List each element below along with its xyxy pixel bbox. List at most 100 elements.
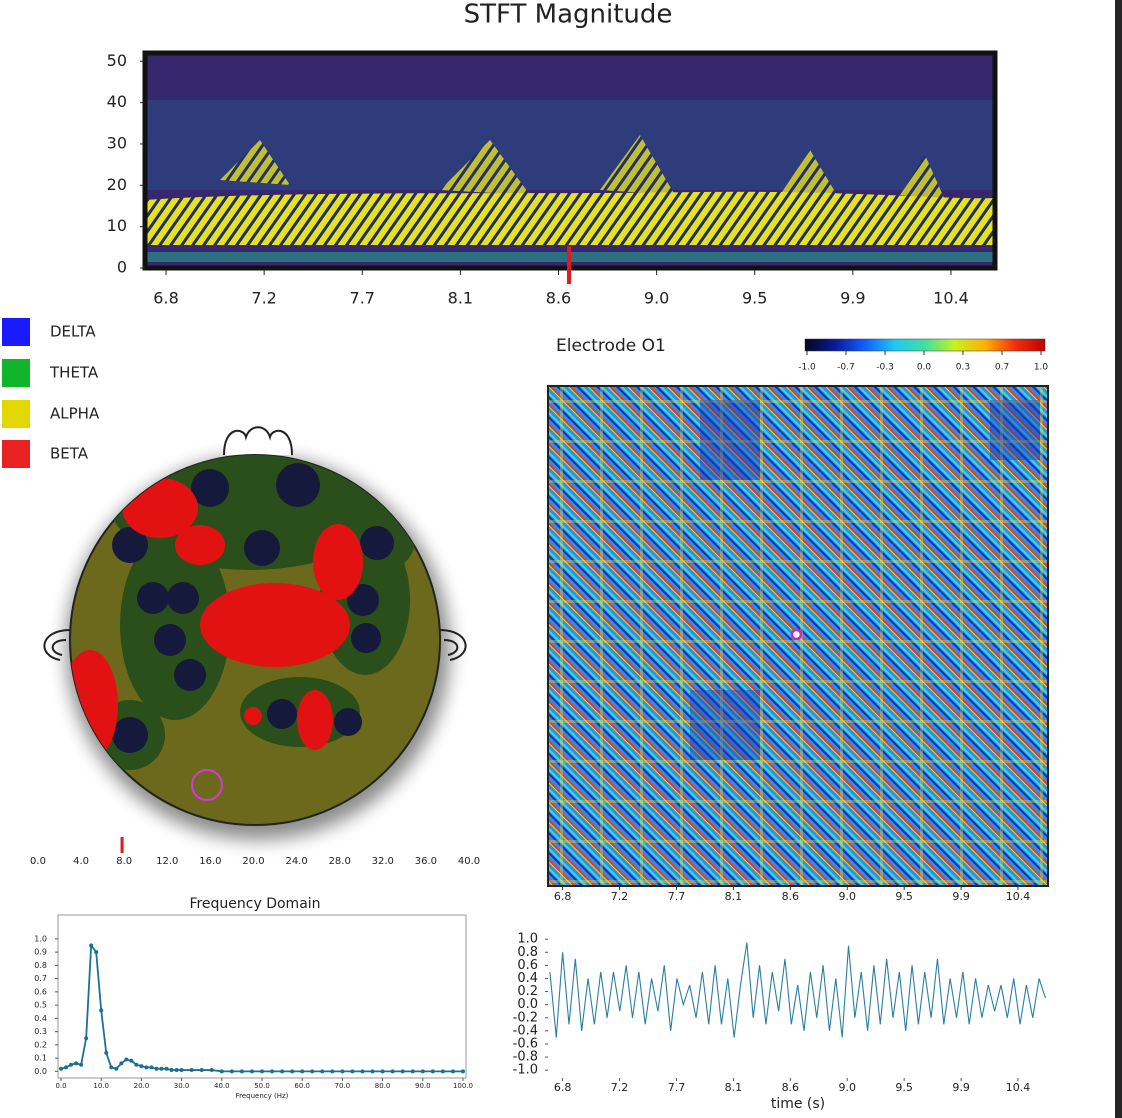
y-tick-label: 40	[107, 92, 127, 111]
y-tick-label: 1.0	[34, 934, 47, 943]
x-tick-label: 8.6	[546, 289, 571, 308]
y-tick-label: -0.8	[513, 1050, 538, 1065]
colorbar-tick-label: -0.7	[837, 363, 855, 373]
y-tick-label: 1.0	[517, 932, 538, 947]
y-tick-label: 0	[117, 258, 127, 277]
data-point	[144, 1065, 149, 1070]
x-tick-label: 9.9	[952, 1081, 970, 1094]
x-tick-label: 7.7	[350, 289, 375, 308]
slider-tick-label: 20.0	[242, 856, 264, 867]
x-tick-label: 9.5	[895, 890, 913, 903]
data-point	[129, 1058, 134, 1063]
x-tick-label: 40.0	[214, 1082, 230, 1090]
data-point	[460, 1069, 465, 1074]
x-tick-label: 6.8	[153, 289, 178, 308]
slider-tick-label: 0.0	[30, 856, 46, 867]
freq-axes-frame	[57, 914, 467, 1079]
data-point	[59, 1066, 64, 1071]
x-tick-label: 7.2	[251, 289, 276, 308]
data-point	[219, 1069, 224, 1074]
y-tick-label: 0.7	[34, 974, 47, 983]
x-tick-label: 8.1	[725, 890, 743, 903]
x-tick-label: 20.0	[134, 1082, 150, 1090]
data-point	[174, 1068, 179, 1073]
data-point	[340, 1069, 345, 1074]
chart-title: Electrode O1	[556, 336, 666, 356]
y-tick-label: 0.4	[34, 1014, 47, 1023]
x-tick-label: 7.2	[611, 1081, 629, 1094]
time-marker	[567, 246, 572, 284]
data-point	[139, 1064, 144, 1069]
data-point	[229, 1069, 234, 1074]
x-tick-label: 10.0	[93, 1082, 109, 1090]
data-point	[119, 1061, 124, 1066]
x-tick-label: 9.0	[838, 890, 856, 903]
data-point	[169, 1068, 174, 1073]
colorbar-tick-label: 1.0	[1034, 363, 1049, 373]
data-point	[249, 1069, 254, 1074]
x-axis-label: time (s)	[771, 1096, 825, 1112]
correlation-image	[547, 385, 1049, 887]
y-tick-label: 0.3	[34, 1027, 47, 1036]
data-point	[310, 1069, 315, 1074]
data-point	[109, 1065, 114, 1070]
x-tick-label: 9.0	[644, 289, 669, 308]
spectrogram-image	[142, 50, 998, 271]
slider-tick-label: 12.0	[156, 856, 178, 867]
x-tick-label: 0.0	[55, 1082, 66, 1090]
y-tick-label: 0.8	[517, 945, 538, 960]
x-tick-label: 50.0	[254, 1082, 270, 1090]
data-point	[410, 1069, 415, 1074]
x-tick-label: 8.1	[448, 289, 473, 308]
data-point	[89, 943, 94, 948]
data-point	[79, 1062, 84, 1067]
data-point	[69, 1062, 74, 1067]
x-tick-label: 8.1	[725, 1081, 743, 1094]
x-tick-label: 70.0	[335, 1082, 351, 1090]
data-point	[370, 1069, 375, 1074]
data-point	[199, 1068, 204, 1073]
data-point	[390, 1069, 395, 1074]
y-tick-label: -0.6	[513, 1036, 538, 1051]
y-tick-label: 0.1	[34, 1054, 47, 1063]
x-axis-label: Frequency (Hz)	[236, 1092, 289, 1100]
data-point	[300, 1069, 305, 1074]
data-point	[239, 1069, 244, 1074]
data-point	[420, 1069, 425, 1074]
data-point	[94, 950, 99, 955]
y-tick-label: 0.8	[34, 961, 47, 970]
data-point	[280, 1069, 285, 1074]
x-tick-label: 10.4	[1006, 1081, 1031, 1094]
data-point	[179, 1068, 184, 1073]
data-point	[154, 1066, 159, 1071]
data-point	[124, 1057, 129, 1062]
data-point	[320, 1069, 325, 1074]
legend-label: THETA	[49, 364, 99, 382]
y-tick-label: -1.0	[513, 1063, 538, 1078]
y-tick-label: 30	[107, 133, 127, 152]
series-line	[60, 942, 463, 1073]
slider-tick-label: 8.0	[116, 856, 132, 867]
data-point	[64, 1065, 69, 1070]
data-point	[440, 1069, 445, 1074]
chart-title: Frequency Domain	[189, 896, 320, 912]
legend-swatch	[2, 440, 30, 468]
data-point	[400, 1069, 405, 1074]
legend-swatch	[2, 318, 30, 346]
x-tick-label: 9.5	[895, 1081, 913, 1094]
slider-marker	[120, 837, 124, 853]
data-point	[104, 1050, 109, 1055]
y-tick-label: -0.2	[513, 1010, 538, 1025]
chart-title: STFT Magnitude	[464, 0, 673, 30]
y-tick-label: 20	[107, 175, 127, 194]
y-tick-label: 10	[107, 216, 127, 235]
colorbar	[804, 338, 1046, 352]
data-point	[380, 1069, 385, 1074]
slider-tick-label: 24.0	[285, 856, 307, 867]
y-tick-label: 50	[107, 51, 127, 70]
y-tick-label: -0.4	[513, 1023, 538, 1038]
slider-tick-label: 32.0	[372, 856, 394, 867]
legend-label: BETA	[50, 445, 89, 463]
x-tick-label: 7.2	[611, 890, 629, 903]
topomap	[43, 426, 467, 840]
